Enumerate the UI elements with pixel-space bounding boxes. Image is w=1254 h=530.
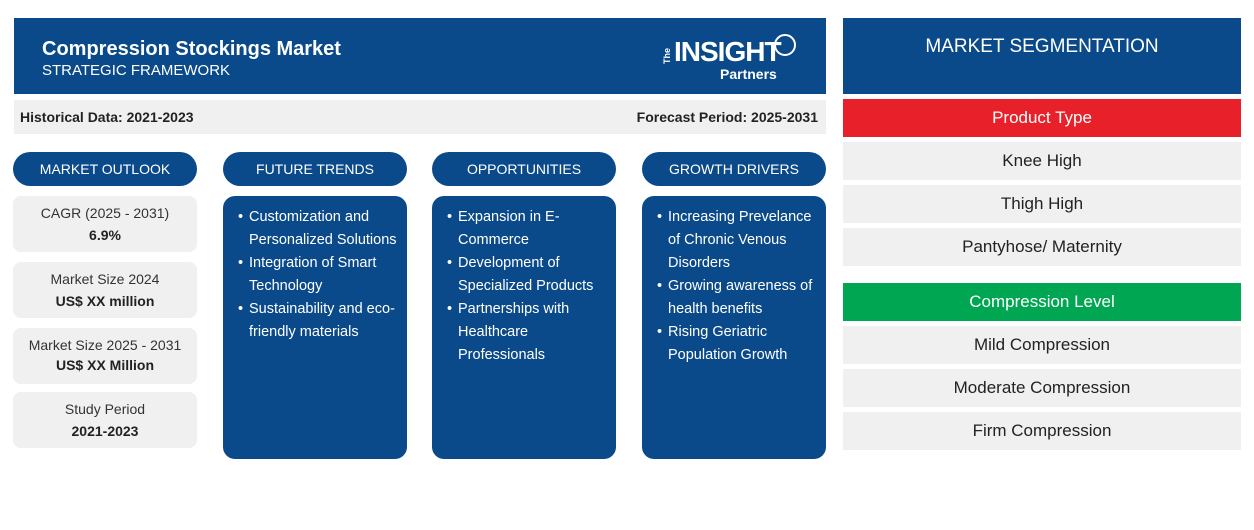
opportunities-header: OPPORTUNITIES	[432, 152, 616, 186]
segment-product-type: Product Type	[843, 99, 1241, 137]
forecast-period: Forecast Period: 2025-2031	[636, 109, 818, 125]
stat-label: Study Period	[64, 401, 146, 417]
page-title: Compression Stockings Market	[42, 38, 341, 60]
segment-item: Knee High	[843, 142, 1241, 180]
list-item: Partnerships with Healthcare Professiona…	[447, 298, 608, 367]
stat-value: 2021-2023	[71, 423, 139, 439]
stat-market-size-2024: Market Size 2024 US$ XX million	[13, 262, 197, 318]
stat-label: Market Size 2025 - 2031	[28, 337, 182, 353]
stat-value: US$ XX million	[55, 293, 155, 309]
list-item: Expansion in E-Commerce	[447, 206, 608, 252]
page-subtitle: STRATEGIC FRAMEWORK	[42, 62, 231, 79]
list-item: Customization and Personalized Solutions	[238, 206, 399, 252]
market-outlook-header: MARKET OUTLOOK	[13, 152, 197, 186]
stat-study-period: Study Period 2021-2023	[13, 392, 197, 448]
header-banner: Compression Stockings Market STRATEGIC F…	[14, 18, 826, 94]
segment-item: Firm Compression	[843, 412, 1241, 450]
historical-data: Historical Data: 2021-2023	[20, 109, 194, 125]
segment-item: Pantyhose/ Maternity	[843, 228, 1241, 266]
stat-cagr: CAGR (2025 - 2031) 6.9%	[13, 196, 197, 252]
list-item: Increasing Prevelance of Chronic Venous …	[657, 206, 818, 275]
logo-the: The	[662, 47, 672, 64]
segment-item: Mild Compression	[843, 326, 1241, 364]
segmentation-title: MARKET SEGMENTATION	[843, 18, 1241, 94]
list-item: Integration of Smart Technology	[238, 252, 399, 298]
list-item: Growing awareness of health benefits	[657, 275, 818, 321]
logo-ring-icon	[774, 34, 796, 56]
stat-label: Market Size 2024	[50, 271, 160, 287]
logo-word: INSIGHT	[674, 36, 782, 67]
future-trends-header: FUTURE TRENDS	[223, 152, 407, 186]
opportunities-list: Expansion in E-Commerce Development of S…	[432, 196, 616, 459]
insight-partners-logo: The INSIGHT Partners	[662, 34, 802, 82]
future-trends-list: Customization and Personalized Solutions…	[223, 196, 407, 459]
stat-value: US$ XX Million	[55, 357, 154, 373]
stat-market-size-forecast: Market Size 2025 - 2031 US$ XX Million	[13, 328, 197, 384]
list-item: Sustainability and eco-friendly material…	[238, 298, 399, 344]
stat-value: 6.9%	[89, 227, 121, 243]
list-item: Rising Geriatric Population Growth	[657, 321, 818, 367]
growth-drivers-header: GROWTH DRIVERS	[642, 152, 826, 186]
segment-compression-level: Compression Level	[843, 283, 1241, 321]
segment-item: Thigh High	[843, 185, 1241, 223]
list-item: Development of Specialized Products	[447, 252, 608, 298]
logo-partners: Partners	[720, 66, 777, 82]
segment-item: Moderate Compression	[843, 369, 1241, 407]
period-bar: Historical Data: 2021-2023 Forecast Peri…	[14, 100, 826, 134]
stat-label: CAGR (2025 - 2031)	[40, 205, 170, 221]
growth-drivers-list: Increasing Prevelance of Chronic Venous …	[642, 196, 826, 459]
